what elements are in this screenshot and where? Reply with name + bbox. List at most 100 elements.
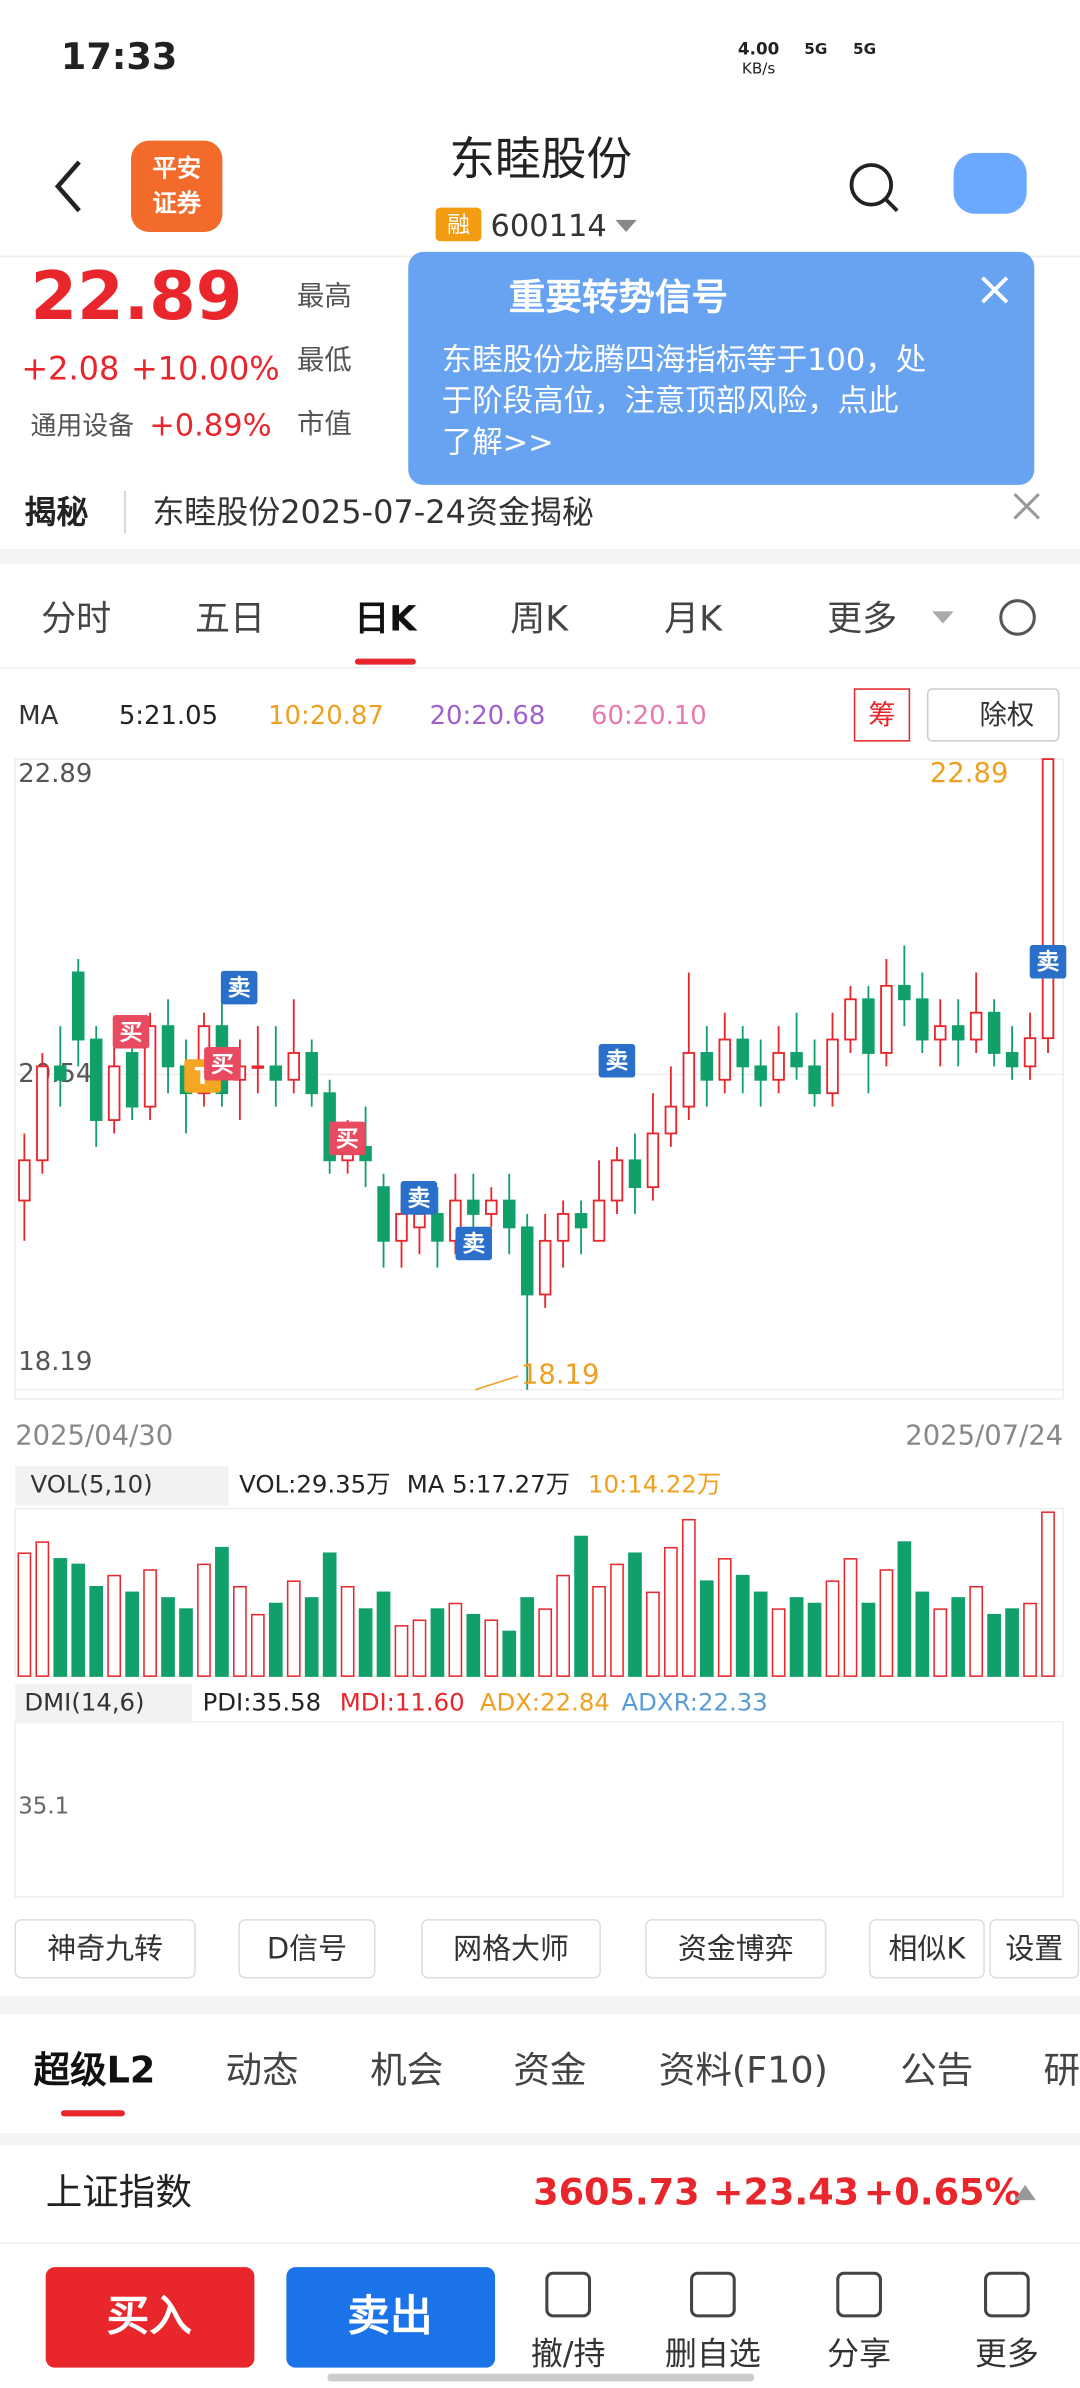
back-icon[interactable] (54, 160, 81, 213)
tool-button[interactable] (238, 1919, 376, 1979)
vol-bar (215, 1546, 229, 1677)
vol-bar (843, 1558, 858, 1677)
tool-text: 资金博弈 (678, 1931, 794, 1965)
action-icon[interactable] (545, 2271, 592, 2318)
vol-bar (502, 1630, 517, 1677)
search-icon[interactable] (849, 163, 894, 207)
vol-label-box[interactable] (15, 1465, 229, 1506)
candle-body (628, 1159, 642, 1189)
buy-button[interactable] (45, 2267, 255, 2368)
action-icon[interactable] (690, 2271, 736, 2318)
candle-body (485, 1199, 498, 1215)
tool-button[interactable] (645, 1919, 827, 1979)
period-tab[interactable]: 更多 (827, 598, 897, 639)
vol-bar (376, 1591, 391, 1677)
action-text: 撤/持 (531, 2334, 606, 2372)
dmi-label-box[interactable] (15, 1683, 192, 1724)
sell-text: 卖出 (347, 2291, 432, 2341)
candle-body (395, 1213, 408, 1242)
popup-close[interactable] (981, 276, 1009, 304)
vol-bar (107, 1574, 122, 1677)
candle-body (1005, 1052, 1019, 1068)
pdi: PDI:35.58 (203, 1688, 322, 1717)
candle-body (916, 998, 929, 1041)
robot-icon[interactable] (953, 152, 1027, 214)
vol-bar (358, 1608, 373, 1677)
period-tab[interactable]: 日K (354, 598, 418, 639)
low-label: 18.19 (521, 1360, 599, 1391)
candle-body (700, 1052, 714, 1081)
info-tab[interactable]: 动态 (225, 2049, 298, 2092)
period-tab[interactable]: 周K (510, 598, 569, 639)
popup[interactable] (408, 251, 1035, 485)
candle-body (377, 1186, 390, 1242)
candle-body (89, 1038, 103, 1121)
tool-button[interactable] (869, 1919, 985, 1979)
signal-badge (455, 1226, 493, 1261)
signal-badge (204, 1047, 241, 1081)
period-tab[interactable]: 五日 (195, 598, 265, 639)
candle-body (125, 1052, 139, 1108)
action-icon[interactable] (984, 2271, 1030, 2318)
vol-bar (161, 1597, 175, 1677)
tool-button[interactable] (989, 1919, 1080, 1979)
vol-bar (250, 1613, 265, 1677)
reveal-text[interactable]: 东睦股份2025-07-24资金揭秘 (152, 493, 594, 531)
vol-bar (681, 1518, 696, 1677)
net-speed: 4.00 (738, 38, 779, 58)
period-tab[interactable]: 分时 (41, 598, 111, 639)
tool-button[interactable] (421, 1919, 601, 1979)
candle-body (251, 1065, 265, 1069)
candle-body (449, 1199, 462, 1242)
vol-bar (987, 1613, 1001, 1677)
low-pointer (475, 1375, 519, 1391)
period-tab[interactable]: 月K (664, 598, 723, 639)
signal-text: 卖 (462, 1232, 485, 1258)
dropdown[interactable] (615, 219, 637, 233)
vol-bar (53, 1558, 68, 1677)
info-tab[interactable]: 资料(F10) (659, 2049, 828, 2092)
signal-text: 卖 (407, 1186, 430, 1212)
exright: 除权 (979, 700, 1034, 731)
tab-indicator (354, 658, 416, 665)
vol-ma10: 10:14.22万 (588, 1470, 721, 1499)
exright-button[interactable] (926, 688, 1060, 742)
action-icon[interactable] (836, 2271, 882, 2318)
search-handle (883, 197, 899, 213)
popup-text: 东睦股份龙腾四海指标等于100，处 (442, 343, 926, 378)
ma10: 10:20.87 (268, 701, 384, 731)
quote-label: 最低 (297, 345, 352, 376)
signal-text: 买 (211, 1052, 234, 1078)
logo[interactable] (131, 140, 223, 233)
chip-button[interactable] (853, 688, 911, 742)
candle-body (682, 1052, 696, 1108)
tab-indicator (60, 2110, 125, 2117)
reveal-close[interactable] (1013, 492, 1040, 520)
vol-label: VOL(5,10) (30, 1470, 152, 1499)
vol-bar (430, 1608, 445, 1677)
index-value: 3605.73 (533, 2171, 699, 2214)
expand-icon[interactable] (1014, 2184, 1036, 2201)
vol-bar (197, 1563, 211, 1677)
vol-bar (915, 1591, 930, 1677)
info-tab[interactable]: 超级L2 (34, 2049, 156, 2092)
vol-bar (861, 1602, 876, 1677)
sell-button[interactable] (286, 2267, 496, 2368)
candle-body (844, 998, 857, 1041)
vol-bar (520, 1597, 535, 1677)
network: 5G (853, 40, 876, 58)
info-tab[interactable]: 资金 (513, 2049, 586, 2092)
info-tab[interactable]: 公告 (900, 2049, 973, 2092)
sector-pct: +0.89% (149, 409, 271, 444)
index-name: 上证指数 (46, 2171, 192, 2214)
signal-text: 卖 (606, 1049, 629, 1075)
candle-body (18, 1159, 31, 1202)
settings-icon[interactable] (999, 599, 1036, 636)
vol-bar (879, 1569, 894, 1677)
adxr: ADXR:22.33 (621, 1688, 767, 1717)
info-tab[interactable]: 研 (1043, 2049, 1080, 2092)
tool-button[interactable] (14, 1919, 196, 1979)
info-tab[interactable]: 机会 (370, 2049, 443, 2092)
tool-text: 神奇九转 (47, 1931, 163, 1965)
